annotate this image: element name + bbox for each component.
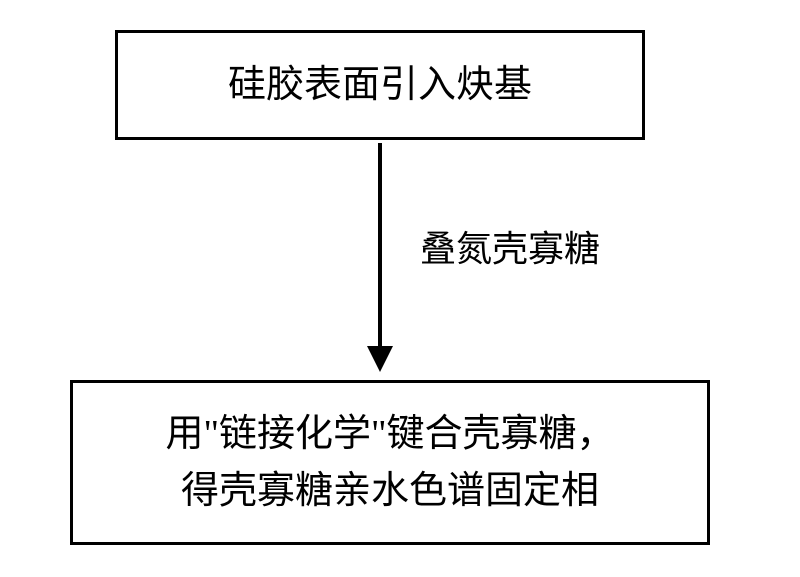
arrow-label: 叠氮壳寡糖 [420, 220, 600, 272]
box-bottom-text: 用"链接化学"键合壳寡糖， 得壳寡糖亲水色谱固定相 [165, 406, 614, 520]
flowchart-box-bottom: 用"链接化学"键合壳寡糖， 得壳寡糖亲水色谱固定相 [70, 380, 710, 545]
flowchart-box-top: 硅胶表面引入炔基 [115, 30, 645, 140]
arrow-down-icon [367, 346, 393, 372]
arrow-shaft [378, 143, 382, 350]
box-top-text: 硅胶表面引入炔基 [228, 57, 532, 114]
flowchart-canvas: 硅胶表面引入炔基 叠氮壳寡糖 用"链接化学"键合壳寡糖， 得壳寡糖亲水色谱固定相 [0, 0, 800, 577]
